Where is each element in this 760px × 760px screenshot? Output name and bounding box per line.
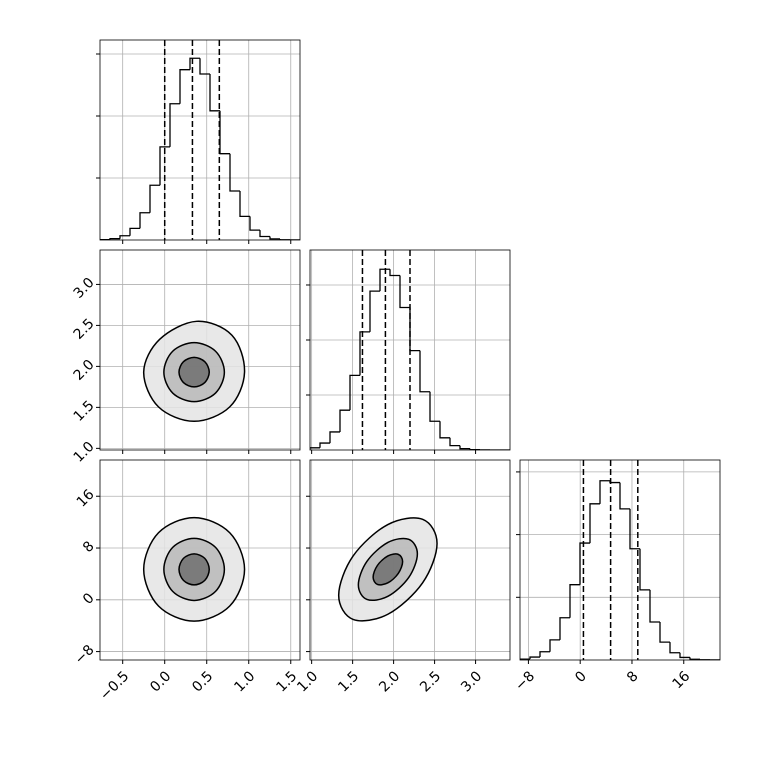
histogram-step	[559, 617, 570, 640]
panel-frame	[519, 459, 721, 661]
histogram-step	[389, 269, 400, 277]
x-tick-label: −0.5	[97, 668, 132, 703]
histogram-step	[629, 508, 640, 550]
histogram-step	[539, 651, 550, 658]
histogram-step	[579, 542, 590, 585]
histogram-step	[589, 503, 600, 544]
histogram-step	[520, 658, 530, 660]
y-tick-label: 3.0	[71, 275, 98, 302]
histogram-step	[659, 622, 670, 643]
x-tick-label: 16	[669, 668, 693, 692]
histogram-step	[679, 652, 690, 659]
histogram-step	[369, 290, 380, 332]
histogram-step	[269, 236, 280, 240]
panel	[100, 460, 300, 660]
y-tick-label: 0	[80, 590, 98, 608]
panel	[100, 40, 300, 240]
panel-frame	[309, 459, 511, 661]
histogram-step	[339, 409, 350, 432]
contour	[372, 553, 404, 586]
contour	[178, 553, 210, 586]
histogram-step	[109, 238, 120, 240]
histogram-step	[149, 184, 160, 213]
histogram-step	[169, 103, 180, 147]
histogram-step	[119, 235, 130, 239]
panel	[310, 460, 510, 660]
histogram-step	[349, 374, 360, 411]
x-tick-label: 1.5	[335, 668, 362, 695]
panel-frame	[99, 249, 301, 451]
histogram-step	[689, 657, 700, 660]
x-tick-label: 0.5	[189, 668, 216, 695]
x-tick-label: 2.0	[376, 668, 403, 695]
histogram-step	[399, 275, 410, 309]
histogram-step	[189, 57, 200, 70]
y-tick-label: 2.5	[71, 316, 98, 343]
histogram-step	[129, 227, 140, 236]
y-tick-label: 1.0	[71, 439, 98, 466]
histogram-step	[429, 391, 440, 422]
histogram-step	[609, 480, 620, 484]
histogram-step	[379, 268, 390, 292]
panel-frame	[99, 39, 301, 241]
y-tick-label: −8	[72, 642, 98, 668]
x-tick-label: 3.0	[458, 668, 485, 695]
histogram-step	[319, 442, 330, 448]
x-tick-label: 0.0	[147, 668, 174, 695]
histogram-step	[310, 447, 320, 450]
y-tick-label: 16	[74, 487, 98, 511]
histogram-step	[419, 350, 430, 393]
histogram-step	[449, 437, 460, 447]
x-tick-label: 1.0	[294, 668, 321, 695]
histogram-step	[639, 548, 650, 591]
histogram-step	[669, 642, 680, 654]
y-tick-label: 1.5	[71, 398, 98, 425]
histogram-step	[139, 212, 150, 229]
histogram-step	[259, 230, 270, 238]
panel-frame	[309, 249, 511, 451]
histogram-step	[439, 421, 450, 439]
histogram-step	[409, 307, 420, 352]
panel	[310, 250, 510, 450]
histogram-step	[329, 431, 340, 444]
histogram-step	[179, 69, 190, 104]
histogram-step	[549, 639, 560, 652]
x-tick-label: 8	[624, 668, 642, 686]
histogram-step	[469, 448, 480, 450]
histogram-step	[159, 146, 170, 186]
histogram-step	[649, 589, 660, 623]
panel	[520, 460, 720, 660]
histogram-step	[459, 445, 470, 450]
histogram-step	[229, 153, 240, 192]
x-tick-label: −8	[512, 668, 538, 694]
histogram-step	[569, 584, 580, 618]
histogram-step	[209, 74, 220, 112]
x-tick-label: 2.5	[417, 668, 444, 695]
panel-frame	[99, 459, 301, 661]
histogram-step	[619, 482, 630, 510]
x-tick-label: 1.0	[231, 668, 258, 695]
y-tick-label: 8	[80, 538, 98, 556]
histogram-step	[359, 331, 370, 376]
histogram-step	[249, 216, 260, 231]
histogram-step	[529, 656, 540, 660]
panel	[100, 250, 300, 450]
histogram-step	[599, 480, 610, 504]
histogram-step	[219, 110, 230, 155]
x-tick-label: 0	[572, 668, 590, 686]
contour	[178, 356, 210, 388]
y-tick-label: 2.0	[71, 357, 98, 384]
histogram-step	[239, 191, 250, 218]
histogram-step	[199, 58, 210, 75]
